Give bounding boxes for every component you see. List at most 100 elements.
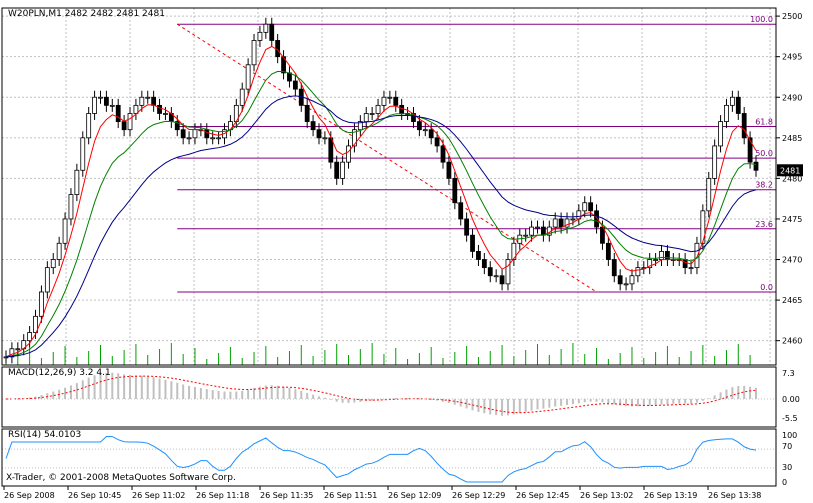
candle-body — [316, 129, 322, 139]
candle-body — [381, 96, 387, 106]
candle-body — [80, 137, 86, 171]
ma-slow-line — [5, 95, 757, 358]
candle-body — [92, 96, 97, 114]
candle-body — [68, 194, 74, 220]
candle-body — [452, 177, 458, 204]
candle-body — [653, 259, 659, 261]
time-axis-label: 26 Sep 13:19 — [644, 491, 697, 500]
candle-body — [74, 169, 80, 196]
candle-body — [706, 177, 712, 212]
price-chart[interactable]: 100.0 61.8 50.0 38.2 23.6 0.0 — [2, 8, 776, 365]
candle-body — [735, 96, 741, 114]
candle-body — [44, 267, 50, 293]
time-axis-label: 26 Sep 13:02 — [580, 491, 633, 500]
candle-body — [635, 267, 641, 277]
price-axis-label: 2490 — [782, 93, 802, 102]
candle-body — [56, 242, 62, 260]
candle-body — [665, 251, 670, 260]
candle-body — [139, 96, 145, 106]
candle-body — [741, 113, 747, 139]
candle-body — [109, 104, 115, 107]
candle-body — [570, 218, 576, 221]
macd-pane[interactable]: MACD(12,26,9) 3.2 4.1 — [2, 367, 776, 427]
candle-body — [464, 218, 470, 236]
candle-body — [98, 96, 103, 99]
candle-body — [694, 242, 700, 269]
fibo-level-label: 50.0 — [755, 149, 773, 158]
candle-body — [216, 137, 221, 140]
time-axis-label: 26 Sep 11:35 — [260, 491, 313, 500]
candle-body — [86, 113, 92, 139]
candle-body — [659, 251, 664, 260]
candle-body — [304, 104, 310, 122]
candle-body — [15, 348, 21, 351]
candle-body — [310, 121, 316, 131]
candle-body — [434, 137, 440, 147]
candle-body — [470, 234, 475, 252]
price-chart-pane[interactable]: 100.0 61.8 50.0 38.2 23.6 0.0 W20PLN,M1 2482 … — [2, 8, 776, 365]
candle-body — [487, 267, 493, 277]
candle-body — [245, 64, 251, 90]
candle-body — [605, 242, 611, 260]
candle-body — [552, 218, 558, 228]
price-axis-label: 2500 — [782, 12, 802, 21]
macd-axis-label: -5.5 — [782, 414, 798, 423]
candle-body — [422, 129, 428, 132]
candle-body — [103, 96, 109, 106]
time-axis-label: 26 Sep 12:45 — [516, 491, 569, 500]
candle-body — [346, 145, 351, 163]
candle-body — [623, 283, 629, 286]
price-axis-label: 2485 — [782, 134, 802, 143]
time-axis-label: 26 Sep 13:38 — [708, 491, 761, 500]
candle-body — [340, 161, 346, 179]
fibo-level-label: 0.0 — [760, 283, 773, 292]
candle-body — [263, 23, 269, 33]
candle-body — [115, 104, 121, 122]
candle-body — [682, 259, 688, 269]
candle-body — [210, 137, 216, 140]
rsi-header: RSI(14) 54.0103 — [8, 430, 82, 440]
candle-body — [186, 137, 192, 140]
ma-fast-line — [5, 45, 757, 358]
candle-body — [292, 80, 298, 90]
candle-body — [151, 96, 157, 106]
macd-axis-label: 0.00 — [782, 395, 800, 404]
fibo-level-label: 23.6 — [755, 220, 773, 229]
candle-body — [50, 259, 56, 269]
candle-body — [611, 259, 617, 277]
candle-body — [157, 104, 162, 114]
candle-body — [476, 251, 481, 260]
current-price-label: 2481 — [780, 166, 800, 175]
candle-body — [729, 96, 735, 106]
candle-body — [204, 129, 210, 139]
candle-body — [588, 202, 594, 212]
time-axis-label: 26 Sep 2008 — [4, 491, 55, 500]
candle-body — [617, 275, 623, 285]
candle-body — [629, 275, 635, 285]
candle-body — [493, 275, 499, 278]
candle-body — [523, 234, 529, 237]
rsi-axis-label: 0 — [782, 478, 787, 487]
candle-body — [458, 202, 464, 220]
candle-body — [541, 226, 546, 236]
fibo-level-label: 61.8 — [755, 118, 773, 127]
candle-body — [582, 202, 588, 212]
time-axis-label: 26 Sep 10:45 — [68, 491, 121, 500]
price-axis-label: 2470 — [782, 256, 802, 265]
candle-body — [251, 40, 257, 66]
time-axis-label: 26 Sep 11:18 — [196, 491, 249, 500]
candle-body — [724, 104, 729, 122]
candle-body — [416, 121, 422, 131]
price-axis-label: 2480 — [782, 174, 802, 183]
candle-body — [39, 291, 44, 317]
time-axis-label: 26 Sep 12:09 — [388, 491, 441, 500]
candle-body — [163, 113, 168, 115]
rsi-axis-label: 30 — [782, 463, 792, 472]
candle-body — [688, 267, 694, 270]
fibo-level-label: 38.2 — [755, 181, 773, 190]
copyright-text: X-Trader, © 2001-2008 MetaQuotes Softwar… — [6, 473, 236, 483]
macd-chart[interactable] — [2, 367, 776, 427]
candle-body — [145, 96, 151, 99]
candle-body — [334, 161, 340, 179]
candle-body — [180, 129, 186, 139]
